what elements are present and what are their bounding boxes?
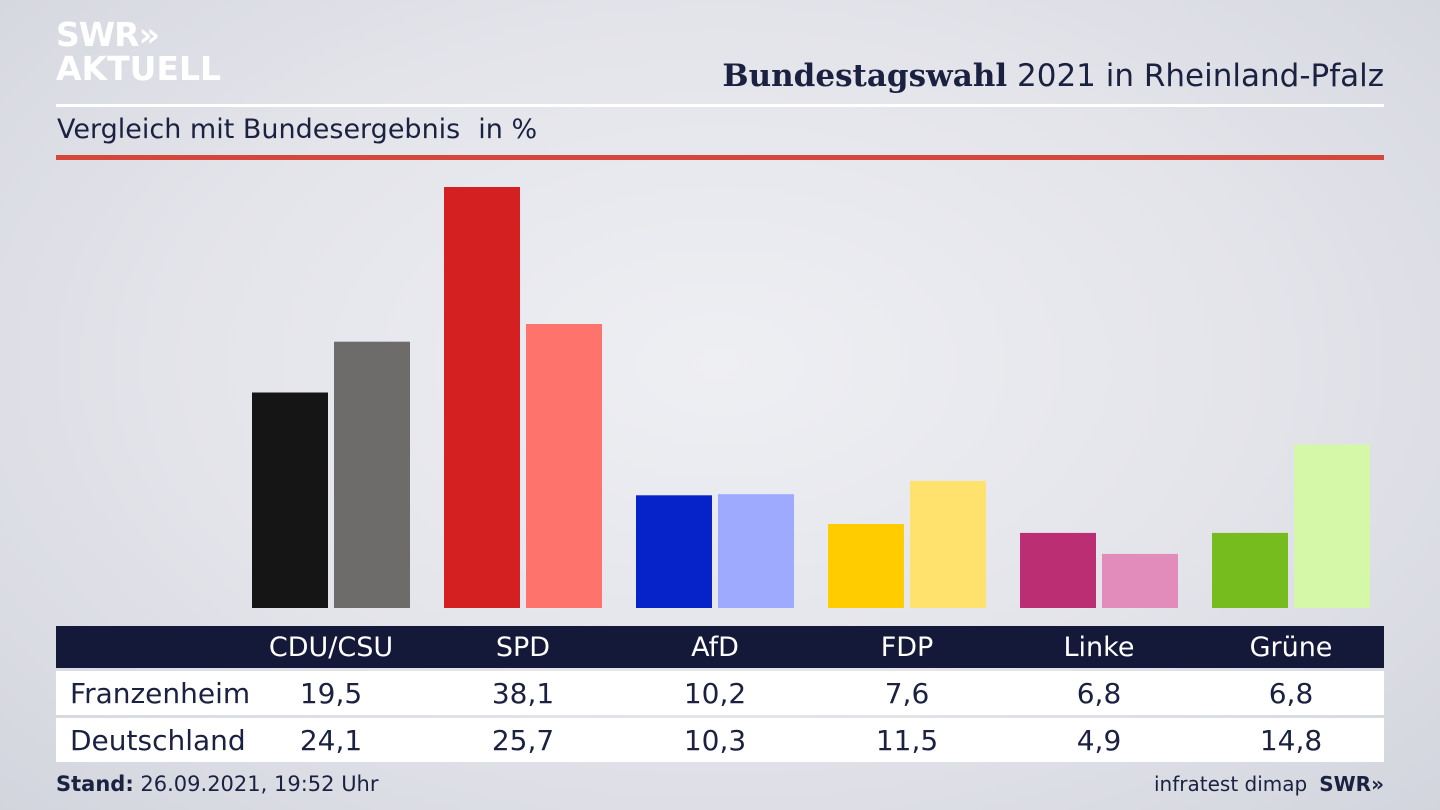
bar-fdp-deutschland — [910, 480, 986, 608]
row-label: Deutschland — [70, 723, 246, 757]
bar-grüne-deutschland — [1294, 444, 1370, 608]
table-cell: 6,8 — [1076, 676, 1122, 710]
table-cell: 10,3 — [683, 723, 747, 757]
table-cell: 24,1 — [299, 723, 363, 757]
table-cell: 11,5 — [875, 723, 939, 757]
bar-chart — [252, 187, 1370, 608]
accent-divider — [56, 155, 1384, 160]
table-cell: 38,1 — [491, 676, 555, 710]
stand-label: Stand: — [56, 772, 134, 796]
table-cell: 10,2 — [683, 676, 747, 710]
table-cell: 7,6 — [884, 676, 930, 710]
column-header: SPD — [495, 631, 551, 663]
table-cell: 6,8 — [1268, 676, 1314, 710]
bar-afd-franzenheim — [636, 495, 712, 608]
chart-title: Bundestagswahl 2021 in Rheinland-Pfalz — [722, 58, 1384, 94]
bar-fdp-franzenheim — [828, 524, 904, 608]
column-header: Linke — [1063, 631, 1135, 663]
source-text: infratest dimap — [1154, 772, 1308, 796]
bar-afd-deutschland — [718, 494, 794, 608]
results-table: CDU/CSU SPD AfD FDP Linke Grüne Franzenheim 1… — [56, 626, 1384, 762]
subtitle-unit: in % — [478, 114, 538, 145]
table-cell: 25,7 — [491, 723, 555, 757]
swr-footer-logo: SWR» — [1319, 772, 1384, 796]
table-cell: 4,9 — [1076, 723, 1122, 757]
table-header-row: CDU/CSU SPD AfD FDP Linke Grüne — [56, 626, 1384, 668]
table-row-deutschland: Deutschland 24,1 25,7 10,3 11,5 4,9 14,8 — [56, 718, 1384, 762]
swr-aktuell-logo: SWR» AKTUELL — [56, 18, 221, 86]
table-cell: 19,5 — [299, 676, 363, 710]
bar-cdu-csu-franzenheim — [252, 392, 328, 608]
table-cell: 14,8 — [1259, 723, 1323, 757]
bar-cdu-csu-deutschland — [334, 341, 410, 608]
bar-spd-deutschland — [526, 324, 602, 608]
stand-value: 26.09.2021, 19:52 Uhr — [140, 772, 379, 796]
table-row-franzenheim: Franzenheim 19,5 38,1 10,2 7,6 6,8 6,8 — [56, 671, 1384, 715]
source-credit: infratest dimap SWR» — [1154, 772, 1384, 796]
title-divider — [56, 104, 1384, 107]
column-header: CDU/CSU — [268, 631, 394, 663]
column-header: Grüne — [1249, 631, 1333, 663]
column-header: FDP — [880, 631, 934, 663]
bar-grüne-franzenheim — [1212, 532, 1288, 608]
logo-line-swr: SWR» — [56, 15, 160, 54]
chart-title-bold: Bundestagswahl — [722, 58, 1008, 94]
chart-title-rest: 2021 in Rheinland-Pfalz — [1007, 58, 1384, 94]
timestamp: Stand: 26.09.2021, 19:52 Uhr — [56, 772, 379, 796]
bar-spd-franzenheim — [444, 187, 520, 608]
column-header: AfD — [691, 631, 739, 663]
bar-linke-deutschland — [1102, 553, 1178, 608]
subtitle-text: Vergleich mit Bundesergebnis — [57, 114, 461, 145]
chart-subtitle: Vergleich mit Bundesergebnis in % — [57, 114, 537, 145]
bar-linke-franzenheim — [1020, 532, 1096, 608]
logo-line-aktuell: AKTUELL — [56, 49, 222, 88]
row-label: Franzenheim — [70, 676, 251, 710]
